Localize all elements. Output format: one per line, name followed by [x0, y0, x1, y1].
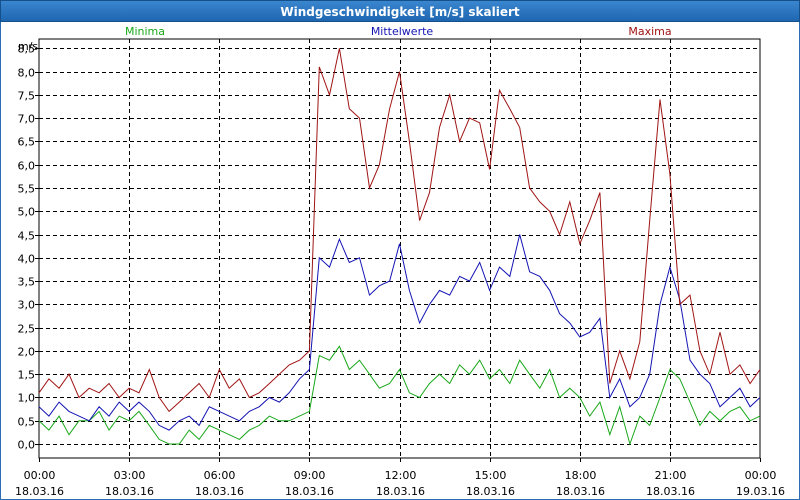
y-tick-label: 3,5 [18, 276, 36, 289]
series-line-maxima [38, 48, 761, 413]
y-tick-label: 0,5 [18, 416, 36, 429]
y-tick-label: 2,0 [18, 346, 36, 359]
x-tick-date: 18.03.16 [646, 485, 695, 498]
x-tick-time: 06:00 [204, 469, 236, 482]
x-tick-time: 12:00 [385, 469, 417, 482]
x-tick-date: 18.03.16 [376, 485, 425, 498]
y-tick-label: 8,5 [18, 43, 36, 56]
y-axis-unit: m/s [18, 40, 38, 53]
y-tick-label: 7,5 [18, 90, 36, 103]
x-tick-date: 18.03.16 [466, 485, 515, 498]
x-tick-date: 18.03.16 [105, 485, 154, 498]
x-tick-date: 18.03.16 [556, 485, 605, 498]
y-tick-label: 4,0 [18, 253, 36, 266]
x-tick-date: 18.03.16 [195, 485, 244, 498]
x-tick-time: 18:00 [565, 469, 597, 482]
x-tick-date: 19.03.16 [736, 485, 785, 498]
y-tick-label: 6,0 [18, 160, 36, 173]
y-tick-label: 7,0 [18, 113, 36, 126]
y-tick-label: 8,0 [18, 67, 36, 80]
legend-mittelwerte: Mittelwerte [371, 25, 434, 38]
x-tick-time: 15:00 [475, 469, 507, 482]
y-tick-label: 1,5 [18, 369, 36, 382]
legend-maxima: Maxima [628, 25, 671, 38]
plot-area [38, 38, 761, 459]
x-tick-time: 03:00 [114, 469, 146, 482]
y-tick-label: 5,5 [18, 183, 36, 196]
legend-minima: Minima [125, 25, 165, 38]
series-lines [38, 48, 761, 446]
y-tick-label: 5,0 [18, 206, 36, 219]
series-line-mittelwerte [38, 234, 761, 431]
x-tick-time: 21:00 [655, 469, 687, 482]
y-tick-label: 2,5 [18, 323, 36, 336]
chart-title: Windgeschwindigkeit [m/s] skaliert [0, 0, 800, 22]
x-tick-time: 00:00 [745, 469, 777, 482]
x-tick-time: 00:00 [24, 469, 56, 482]
x-tick-time: 09:00 [294, 469, 326, 482]
grid-lines [39, 39, 760, 458]
y-tick-label: 1,0 [18, 392, 36, 405]
series-line-minima [38, 345, 761, 446]
y-tick-label: 4,5 [18, 230, 36, 243]
y-tick-label: 3,0 [18, 299, 36, 312]
x-axis: 00:00 18.03.16 03:00 18.03.16 06:00 18.03.16 0… [15, 458, 785, 498]
x-tick-date: 18.03.16 [15, 485, 64, 498]
y-tick-label: 0,0 [18, 439, 36, 452]
legend: Minima Mittelwerte Maxima [125, 25, 672, 38]
y-axis: m/s 0,0 0,5 1,0 1,5 2,0 2,5 3,0 3,5 4,0 4,5 5,0 5,5… [18, 40, 39, 452]
x-tick-date: 18.03.16 [285, 485, 334, 498]
y-tick-label: 6,5 [18, 136, 36, 149]
